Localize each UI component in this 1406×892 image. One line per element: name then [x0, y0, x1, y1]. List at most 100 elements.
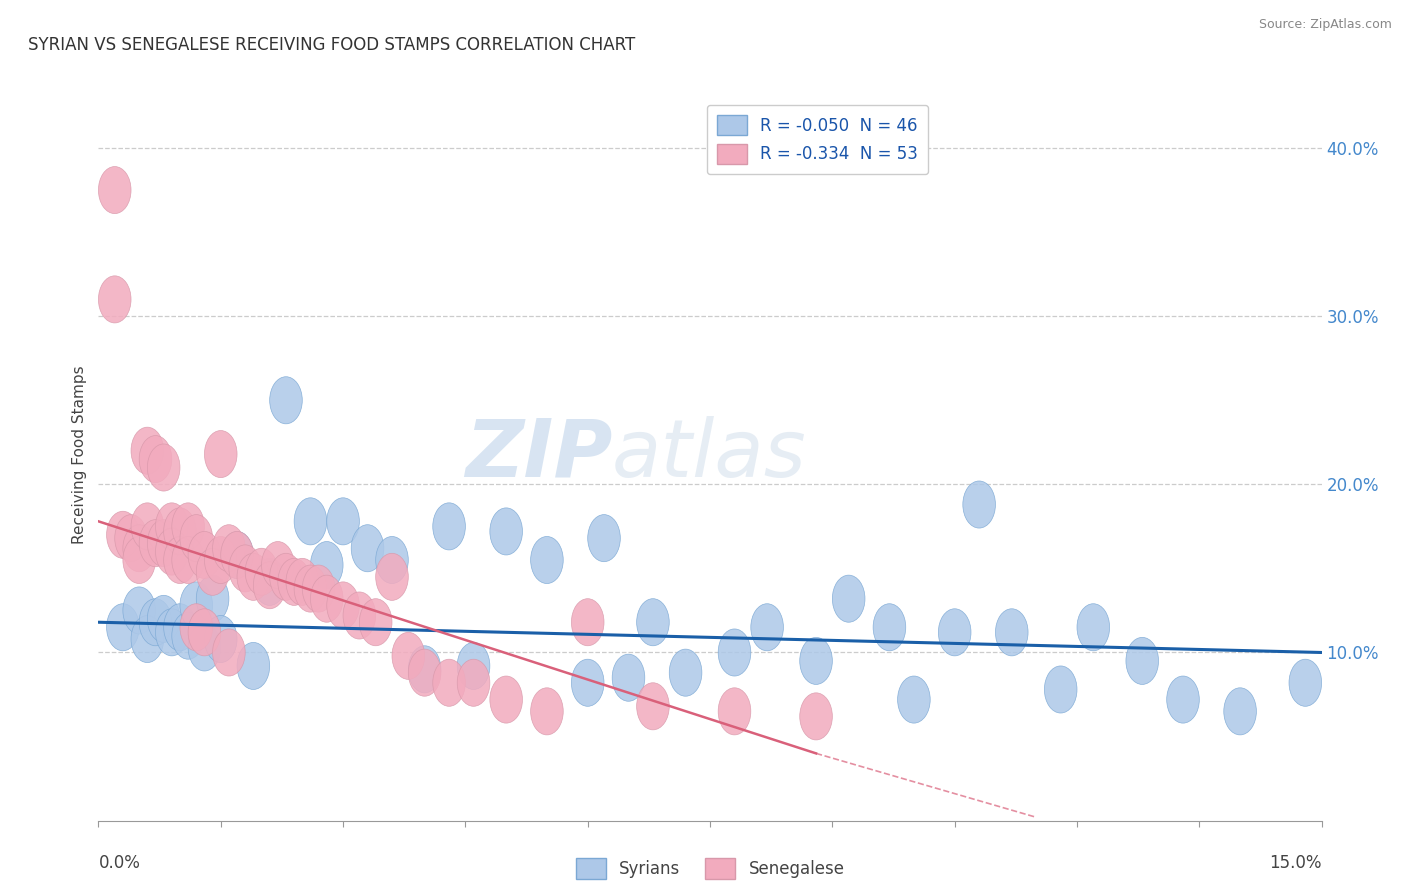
Ellipse shape: [294, 498, 326, 545]
Ellipse shape: [1126, 638, 1159, 684]
Ellipse shape: [180, 604, 212, 651]
Ellipse shape: [204, 431, 238, 477]
Ellipse shape: [131, 427, 163, 475]
Ellipse shape: [457, 642, 489, 690]
Ellipse shape: [156, 503, 188, 550]
Ellipse shape: [612, 654, 645, 701]
Ellipse shape: [326, 582, 360, 629]
Ellipse shape: [122, 587, 156, 634]
Ellipse shape: [718, 629, 751, 676]
Text: SYRIAN VS SENEGALESE RECEIVING FOOD STAMPS CORRELATION CHART: SYRIAN VS SENEGALESE RECEIVING FOOD STAM…: [28, 36, 636, 54]
Ellipse shape: [139, 599, 172, 646]
Ellipse shape: [188, 608, 221, 656]
Ellipse shape: [245, 549, 278, 595]
Text: Source: ZipAtlas.com: Source: ZipAtlas.com: [1258, 18, 1392, 31]
Ellipse shape: [139, 520, 172, 566]
Ellipse shape: [163, 508, 197, 555]
Ellipse shape: [1289, 659, 1322, 706]
Ellipse shape: [262, 541, 294, 589]
Y-axis label: Receiving Food Stamps: Receiving Food Stamps: [72, 366, 87, 544]
Ellipse shape: [131, 615, 163, 663]
Ellipse shape: [172, 536, 204, 583]
Ellipse shape: [489, 508, 523, 555]
Ellipse shape: [270, 553, 302, 600]
Ellipse shape: [238, 553, 270, 600]
Ellipse shape: [963, 481, 995, 528]
Ellipse shape: [352, 524, 384, 572]
Ellipse shape: [98, 167, 131, 213]
Ellipse shape: [718, 688, 751, 735]
Ellipse shape: [1045, 666, 1077, 713]
Ellipse shape: [148, 444, 180, 491]
Ellipse shape: [392, 632, 425, 680]
Ellipse shape: [457, 659, 489, 706]
Ellipse shape: [122, 536, 156, 583]
Ellipse shape: [163, 604, 197, 651]
Ellipse shape: [148, 520, 180, 566]
Ellipse shape: [375, 536, 408, 583]
Ellipse shape: [637, 682, 669, 730]
Ellipse shape: [294, 565, 326, 612]
Ellipse shape: [588, 515, 620, 562]
Ellipse shape: [107, 604, 139, 651]
Ellipse shape: [212, 524, 245, 572]
Ellipse shape: [204, 536, 238, 583]
Ellipse shape: [253, 558, 285, 606]
Ellipse shape: [221, 532, 253, 579]
Ellipse shape: [751, 604, 783, 651]
Ellipse shape: [156, 528, 188, 575]
Ellipse shape: [938, 608, 972, 656]
Ellipse shape: [1077, 604, 1109, 651]
Ellipse shape: [229, 545, 262, 592]
Ellipse shape: [180, 582, 212, 629]
Ellipse shape: [122, 524, 156, 572]
Text: ZIP: ZIP: [465, 416, 612, 494]
Ellipse shape: [571, 599, 605, 646]
Ellipse shape: [156, 608, 188, 656]
Ellipse shape: [800, 638, 832, 684]
Ellipse shape: [204, 615, 238, 663]
Ellipse shape: [571, 659, 605, 706]
Ellipse shape: [163, 536, 197, 583]
Ellipse shape: [530, 536, 564, 583]
Text: atlas: atlas: [612, 416, 807, 494]
Ellipse shape: [172, 503, 204, 550]
Ellipse shape: [285, 558, 319, 606]
Ellipse shape: [238, 642, 270, 690]
Ellipse shape: [408, 646, 441, 693]
Ellipse shape: [669, 649, 702, 697]
Ellipse shape: [197, 549, 229, 595]
Ellipse shape: [172, 612, 204, 659]
Ellipse shape: [278, 558, 311, 606]
Text: 15.0%: 15.0%: [1270, 854, 1322, 871]
Ellipse shape: [637, 599, 669, 646]
Ellipse shape: [98, 276, 131, 323]
Ellipse shape: [148, 595, 180, 642]
Ellipse shape: [221, 532, 253, 579]
Ellipse shape: [800, 693, 832, 740]
Ellipse shape: [832, 575, 865, 623]
Text: 0.0%: 0.0%: [98, 854, 141, 871]
Ellipse shape: [433, 659, 465, 706]
Ellipse shape: [311, 575, 343, 623]
Ellipse shape: [489, 676, 523, 723]
Ellipse shape: [360, 599, 392, 646]
Ellipse shape: [311, 541, 343, 589]
Ellipse shape: [1167, 676, 1199, 723]
Ellipse shape: [408, 649, 441, 697]
Ellipse shape: [995, 608, 1028, 656]
Ellipse shape: [270, 376, 302, 424]
Ellipse shape: [302, 565, 335, 612]
Ellipse shape: [326, 498, 360, 545]
Ellipse shape: [212, 629, 245, 676]
Ellipse shape: [131, 503, 163, 550]
Ellipse shape: [873, 604, 905, 651]
Ellipse shape: [530, 688, 564, 735]
Ellipse shape: [139, 435, 172, 483]
Ellipse shape: [197, 575, 229, 623]
Ellipse shape: [180, 515, 212, 562]
Ellipse shape: [115, 515, 148, 562]
Ellipse shape: [107, 511, 139, 558]
Ellipse shape: [253, 562, 285, 608]
Ellipse shape: [433, 503, 465, 550]
